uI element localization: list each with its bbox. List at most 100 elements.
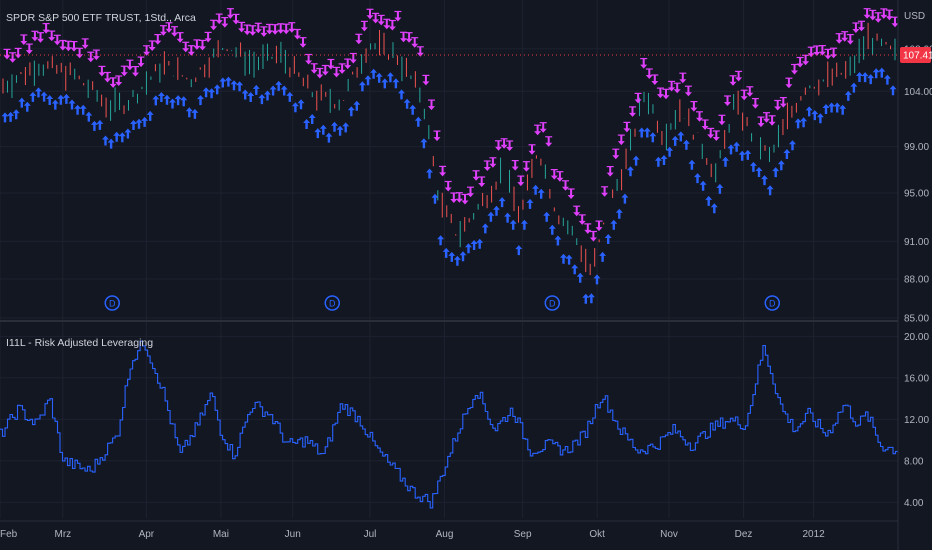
sell-arrow <box>204 31 212 43</box>
sell-arrow <box>712 130 720 141</box>
sell-arrow-shape <box>662 89 670 100</box>
sell-arrow-shape <box>115 76 123 86</box>
buy-arrow-shape <box>705 195 713 206</box>
buy-arrow <box>347 106 355 117</box>
sell-arrow <box>612 148 620 160</box>
buy-arrow <box>671 135 679 146</box>
sell-arrow-shape <box>500 138 508 149</box>
buy-arrow-shape <box>107 138 115 149</box>
buy-arrow-shape <box>197 95 204 106</box>
buy-arrow-shape <box>599 251 607 262</box>
sell-arrow-shape <box>545 136 553 147</box>
buy-arrow-shape <box>79 104 87 115</box>
sell-arrow-shape <box>59 40 67 51</box>
buy-arrow <box>587 293 595 304</box>
buy-arrow <box>800 117 808 128</box>
last-price-label: 107.41 <box>903 51 932 62</box>
buy-arrow <box>314 128 322 139</box>
buy-arrow-shape <box>861 72 869 83</box>
sell-arrow-shape <box>874 12 882 23</box>
sell-arrow-shape <box>282 24 290 35</box>
buy-arrow-shape <box>1 112 9 123</box>
buy-arrow-shape <box>213 84 221 95</box>
sell-arrow-shape <box>254 23 262 34</box>
sell-arrow <box>372 12 380 24</box>
time-tick-label: Dez <box>735 529 753 540</box>
sell-arrow-shape <box>623 122 631 133</box>
buy-arrow-shape <box>414 116 422 127</box>
dividend-marker[interactable]: D <box>324 295 341 311</box>
buy-arrow-shape <box>727 144 735 155</box>
indicator-title[interactable]: I11L - Risk Adjusted Leveraging <box>6 337 153 349</box>
sell-arrow <box>333 66 340 78</box>
buy-arrow-shape <box>744 149 752 160</box>
buy-arrow <box>124 128 132 139</box>
sell-arrow <box>249 25 257 36</box>
buy-arrow <box>833 102 841 113</box>
sell-arrow-shape <box>20 35 28 45</box>
buy-arrow-shape <box>883 74 891 85</box>
dividend-marker[interactable]: D <box>104 295 120 311</box>
buy-arrow-shape <box>487 211 495 222</box>
sell-arrow <box>863 8 871 19</box>
buy-arrow <box>79 104 87 115</box>
sell-arrow <box>562 180 569 191</box>
buy-arrow-shape <box>74 104 82 115</box>
sell-arrow-shape <box>690 101 698 112</box>
buy-arrow <box>722 156 729 167</box>
sell-arrow-shape <box>210 20 218 31</box>
grid-lines <box>0 0 898 518</box>
buy-arrow <box>152 95 160 106</box>
buy-arrow-shape <box>124 128 132 139</box>
buy-arrow-shape <box>766 185 774 196</box>
sell-arrow <box>327 58 335 70</box>
buy-arrow-shape <box>593 274 601 285</box>
sell-arrow-shape <box>824 49 832 60</box>
sell-arrow-shape <box>450 193 458 203</box>
buy-arrow <box>157 92 165 102</box>
sell-arrow <box>299 37 307 48</box>
sell-arrow <box>629 106 636 117</box>
sell-arrow-shape <box>81 38 89 49</box>
buy-arrow <box>353 100 361 111</box>
buy-arrow <box>772 167 780 178</box>
buy-arrow-shape <box>493 205 500 216</box>
buy-arrow-shape <box>878 67 886 78</box>
main-series-title[interactable]: SPDR S&P 500 ETF TRUST, 1Std., Arca <box>6 12 196 24</box>
buy-arrow-shape <box>286 91 294 102</box>
dividend-marker[interactable]: D <box>764 295 781 311</box>
buy-arrow-shape <box>241 89 249 100</box>
dividend-marker[interactable]: D <box>544 295 561 311</box>
buy-arrow <box>386 72 394 83</box>
buy-arrow <box>102 135 109 146</box>
buy-arrow-shape <box>51 99 59 110</box>
sell-arrow-shape <box>316 68 324 79</box>
sell-arrow <box>791 63 798 75</box>
sell-arrow <box>617 134 625 146</box>
buy-arrow <box>185 107 193 118</box>
buy-arrow <box>12 109 20 120</box>
sell-arrow-shape <box>841 31 849 42</box>
buy-arrow <box>789 140 796 151</box>
buy-arrow <box>442 247 450 258</box>
sell-arrow-shape <box>562 180 569 191</box>
buy-arrow-shape <box>610 219 618 230</box>
buy-arrow-shape <box>560 253 567 264</box>
sell-arrow-shape <box>327 59 335 70</box>
sell-arrow <box>254 22 262 34</box>
buy-arrow-shape <box>308 114 316 124</box>
sell-arrow-shape <box>104 72 111 83</box>
sell-arrow-shape <box>422 75 430 86</box>
indicator-pane[interactable] <box>0 340 899 509</box>
buy-arrow <box>465 243 472 254</box>
sell-arrow-shape <box>288 22 296 33</box>
indicator-line[interactable] <box>0 340 899 509</box>
buy-arrow-shape <box>694 173 701 184</box>
sell-arrow <box>645 68 653 79</box>
buy-arrow <box>370 68 378 79</box>
sell-arrow-shape <box>779 97 787 108</box>
buy-arrow-shape <box>420 138 428 149</box>
sell-arrow-shape <box>143 45 151 56</box>
